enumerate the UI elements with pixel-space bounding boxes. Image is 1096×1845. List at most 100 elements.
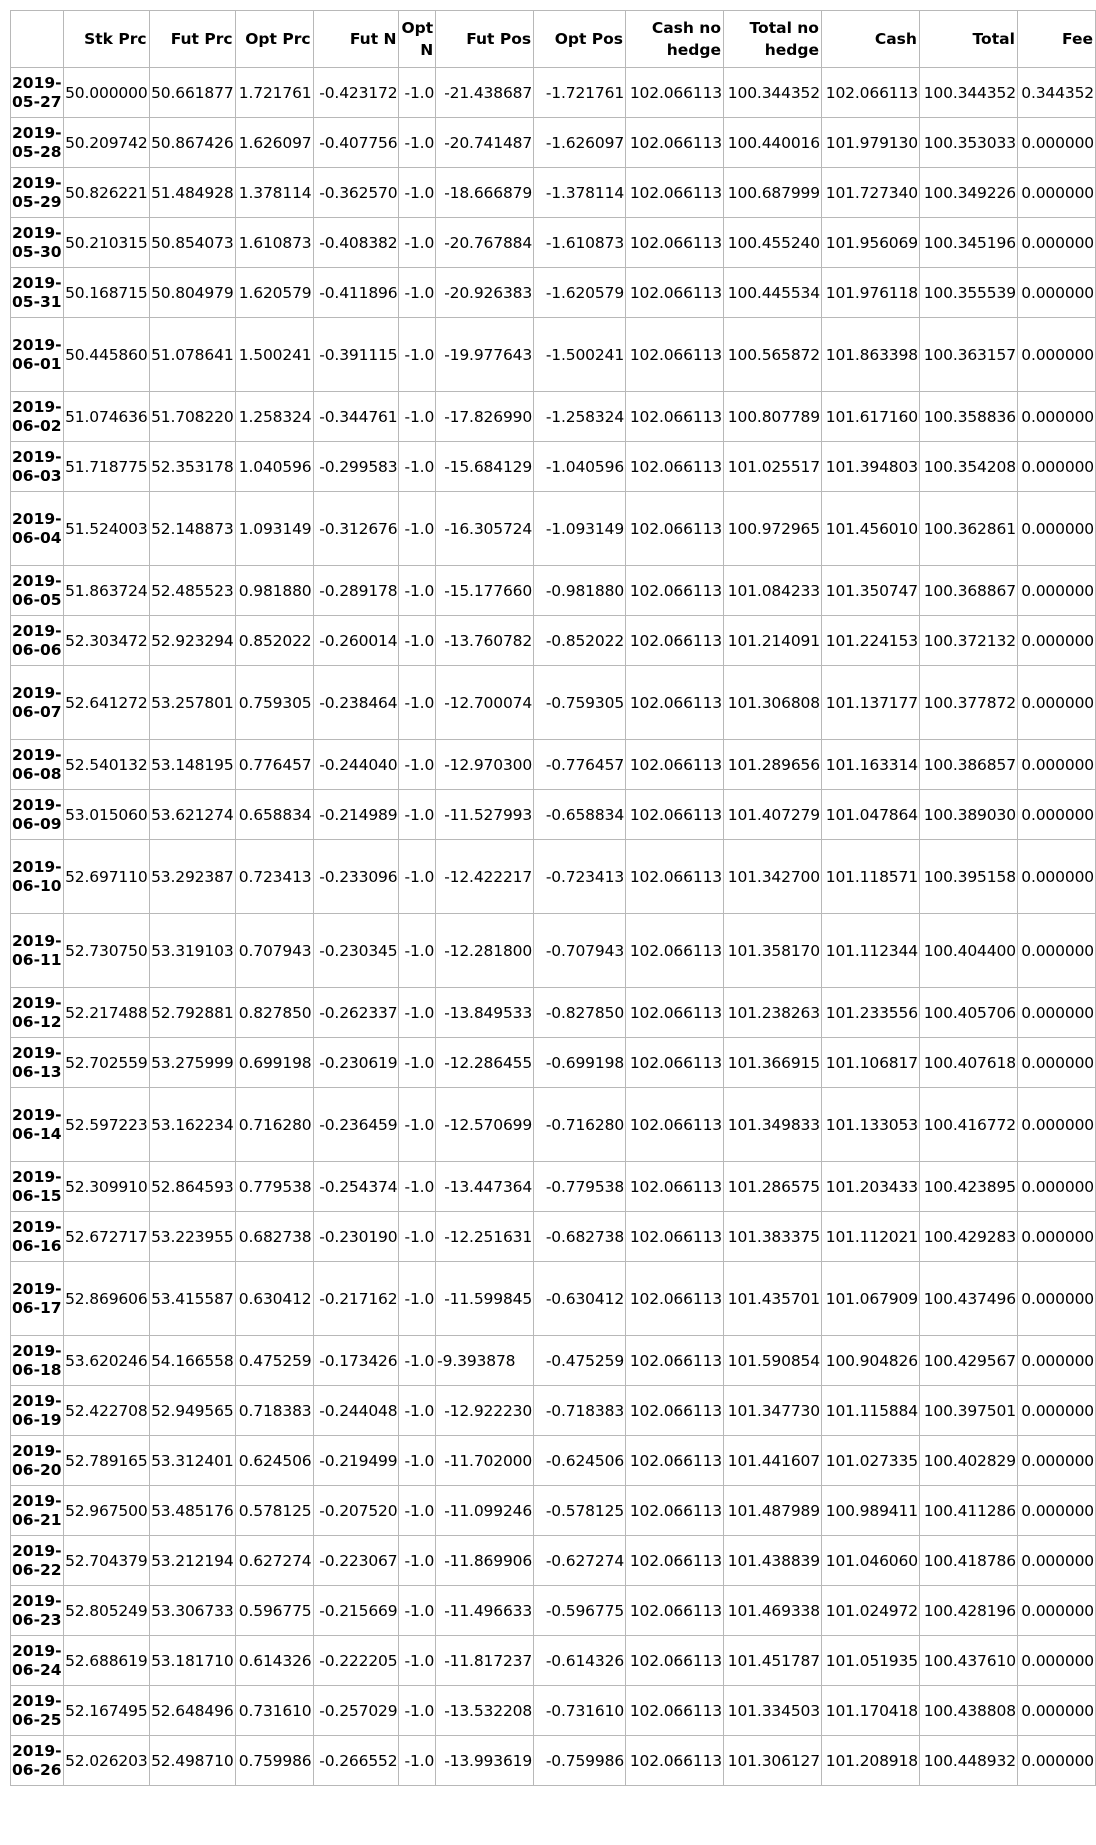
cell-total: 100.404400	[918, 913, 1018, 988]
cell-cash: 101.137177	[820, 665, 920, 740]
cell-fut-pos: -12.700074	[435, 665, 535, 740]
cell-stk-prc: 52.688619	[62, 1635, 150, 1686]
cell-fee: 0.000000	[1016, 1585, 1096, 1636]
cell-cash: 101.394803	[820, 441, 920, 492]
cell-total: 100.389030	[918, 789, 1018, 840]
cell-cash-no-hedge: 102.066113	[625, 739, 724, 790]
cell-fut-pos: -13.532208	[435, 1685, 535, 1736]
cell-fut-n: -0.222205	[312, 1635, 400, 1686]
row-date-label: 2019-06-18	[10, 1335, 64, 1386]
cell-fut-pos: -13.760782	[435, 615, 535, 666]
cell-fut-prc: 53.319103	[148, 913, 236, 988]
cell-opt-pos: -0.658834	[533, 789, 627, 840]
cell-cash-no-hedge: 102.066113	[625, 491, 724, 566]
cell-opt-pos: -1.258324	[533, 391, 627, 442]
cell-opt-prc: 0.827850	[234, 987, 314, 1038]
cell-fut-prc: 50.804979	[148, 267, 236, 318]
row-date-label: 2019-06-13	[10, 1037, 64, 1088]
cell-total: 100.377872	[918, 665, 1018, 740]
cell-total-no-hedge: 101.487989	[723, 1485, 822, 1536]
cell-cash-no-hedge: 102.066113	[625, 1635, 724, 1686]
cell-opt-n: -1.0	[398, 739, 437, 790]
cell-stk-prc: 52.697110	[62, 839, 150, 914]
cell-total-no-hedge: 101.407279	[723, 789, 822, 840]
cell-opt-pos: -0.627274	[533, 1535, 627, 1586]
cell-total-no-hedge: 101.451787	[723, 1635, 822, 1686]
cell-total-no-hedge: 101.286575	[723, 1161, 822, 1212]
cell-stk-prc: 52.672717	[62, 1211, 150, 1262]
column-header-cash-no-hedge: Cash no hedge	[625, 10, 724, 68]
cell-opt-pos: -0.614326	[533, 1635, 627, 1686]
cell-total-no-hedge: 101.441607	[723, 1435, 822, 1486]
cell-cash: 101.027335	[820, 1435, 920, 1486]
cell-fut-prc: 52.648496	[148, 1685, 236, 1736]
cell-fut-prc: 50.854073	[148, 217, 236, 268]
cell-fut-prc: 54.166558	[148, 1335, 236, 1386]
cell-opt-n: -1.0	[398, 565, 437, 616]
cell-stk-prc: 52.704379	[62, 1535, 150, 1586]
header-row: Stk Prc Fut Prc Opt Prc Fut N Opt N Fut Pos Op…	[10, 10, 1096, 68]
cell-stk-prc: 52.967500	[62, 1485, 150, 1536]
table-row: 2019-06-17 52.869606 53.415587 0.630412 -0.2…	[10, 1261, 1096, 1336]
cell-cash: 101.163314	[820, 739, 920, 790]
cell-fut-pos: -11.817237	[435, 1635, 535, 1686]
row-date-label: 2019-06-08	[10, 739, 64, 790]
column-header-opt-pos: Opt Pos	[533, 10, 627, 68]
cell-fut-prc: 51.708220	[148, 391, 236, 442]
cell-fut-n: -0.299583	[312, 441, 400, 492]
cell-cash-no-hedge: 102.066113	[625, 1485, 724, 1536]
table-row: 2019-06-07 52.641272 53.257801 0.759305 -0.2…	[10, 665, 1096, 740]
cell-total-no-hedge: 101.306808	[723, 665, 822, 740]
row-date-label: 2019-06-15	[10, 1161, 64, 1212]
cell-opt-pos: -0.827850	[533, 987, 627, 1038]
cell-fut-pos: -20.767884	[435, 217, 535, 268]
cell-opt-pos: -0.630412	[533, 1261, 627, 1336]
cell-cash: 101.224153	[820, 615, 920, 666]
cell-fee: 0.000000	[1016, 1685, 1096, 1736]
table-row: 2019-06-25 52.167495 52.648496 0.731610 -0.2…	[10, 1685, 1096, 1736]
cell-total: 100.372132	[918, 615, 1018, 666]
cell-cash-no-hedge: 102.066113	[625, 1037, 724, 1088]
row-date-label: 2019-06-02	[10, 391, 64, 442]
cell-total-no-hedge: 100.807789	[723, 391, 822, 442]
table-body: 2019-05-27 50.000000 50.661877 1.721761 -0.4…	[10, 67, 1096, 1786]
cell-stk-prc: 50.445860	[62, 317, 150, 392]
cell-total: 100.437496	[918, 1261, 1018, 1336]
row-date-label: 2019-06-06	[10, 615, 64, 666]
cell-opt-prc: 0.731610	[234, 1685, 314, 1736]
cell-stk-prc: 51.863724	[62, 565, 150, 616]
row-date-label: 2019-06-04	[10, 491, 64, 566]
table-row: 2019-06-03 51.718775 52.353178 1.040596 -0.2…	[10, 441, 1096, 492]
cell-total-no-hedge: 101.435701	[723, 1261, 822, 1336]
cell-fut-pos: -12.286455	[435, 1037, 535, 1088]
cell-stk-prc: 50.826221	[62, 167, 150, 218]
cell-total-no-hedge: 101.306127	[723, 1735, 822, 1786]
cell-stk-prc: 52.540132	[62, 739, 150, 790]
cell-opt-n: -1.0	[398, 1037, 437, 1088]
cell-total-no-hedge: 101.590854	[723, 1335, 822, 1386]
cell-fut-n: -0.408382	[312, 217, 400, 268]
cell-fut-prc: 53.162234	[148, 1087, 236, 1162]
cell-opt-n: -1.0	[398, 1585, 437, 1636]
cell-opt-n: -1.0	[398, 441, 437, 492]
cell-fut-pos: -11.527993	[435, 789, 535, 840]
cell-total: 100.358836	[918, 391, 1018, 442]
cell-opt-prc: 0.658834	[234, 789, 314, 840]
cell-opt-n: -1.0	[398, 167, 437, 218]
cell-opt-prc: 0.852022	[234, 615, 314, 666]
cell-stk-prc: 52.217488	[62, 987, 150, 1038]
cell-cash: 101.051935	[820, 1635, 920, 1686]
cell-opt-prc: 1.093149	[234, 491, 314, 566]
cell-total: 100.368867	[918, 565, 1018, 616]
cell-cash: 101.047864	[820, 789, 920, 840]
cell-stk-prc: 52.309910	[62, 1161, 150, 1212]
cell-fut-n: -0.254374	[312, 1161, 400, 1212]
row-date-label: 2019-06-16	[10, 1211, 64, 1262]
cell-opt-prc: 0.624506	[234, 1435, 314, 1486]
table-row: 2019-06-16 52.672717 53.223955 0.682738 -0.2…	[10, 1211, 1096, 1262]
cell-fut-prc: 53.621274	[148, 789, 236, 840]
cell-cash-no-hedge: 102.066113	[625, 317, 724, 392]
cell-cash-no-hedge: 102.066113	[625, 1161, 724, 1212]
cell-opt-n: -1.0	[398, 789, 437, 840]
row-date-label: 2019-06-19	[10, 1385, 64, 1436]
